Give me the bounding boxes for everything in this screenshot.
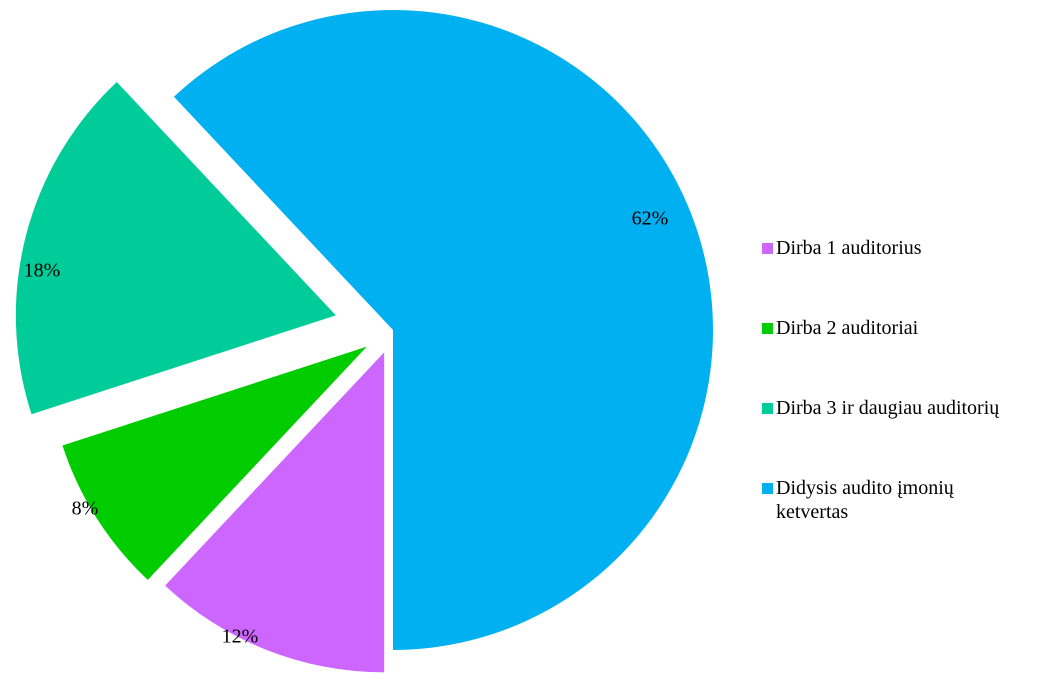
pie-slice-1 <box>165 352 385 673</box>
legend-item-4: Didysis audito įmonių ketvertas <box>762 476 954 524</box>
legend-swatch-1 <box>762 243 773 254</box>
pie-slice-3 <box>15 82 336 415</box>
legend-swatch-3 <box>762 403 773 414</box>
pie-slice-2 <box>62 346 367 580</box>
legend-label-4: Didysis audito įmonių ketvertas <box>776 477 954 523</box>
legend-item-1: Dirba 1 auditorius <box>762 236 922 260</box>
legend-item-2: Dirba 2 auditoriai <box>762 316 918 340</box>
legend-swatch-2 <box>762 323 773 334</box>
legend-swatch-4 <box>762 483 773 494</box>
pie-slice-4 <box>173 9 713 650</box>
data-label-2: 8% <box>72 498 99 520</box>
data-label-4: 62% <box>632 208 669 230</box>
legend-label-1: Dirba 1 auditorius <box>776 237 922 259</box>
legend-item-3: Dirba 3 ir daugiau auditorių <box>762 396 999 420</box>
legend-label-2: Dirba 2 auditoriai <box>776 317 919 339</box>
data-label-1: 12% <box>222 626 259 648</box>
data-label-3: 18% <box>24 260 61 282</box>
legend-label-3: Dirba 3 ir daugiau auditorių <box>776 397 1000 419</box>
